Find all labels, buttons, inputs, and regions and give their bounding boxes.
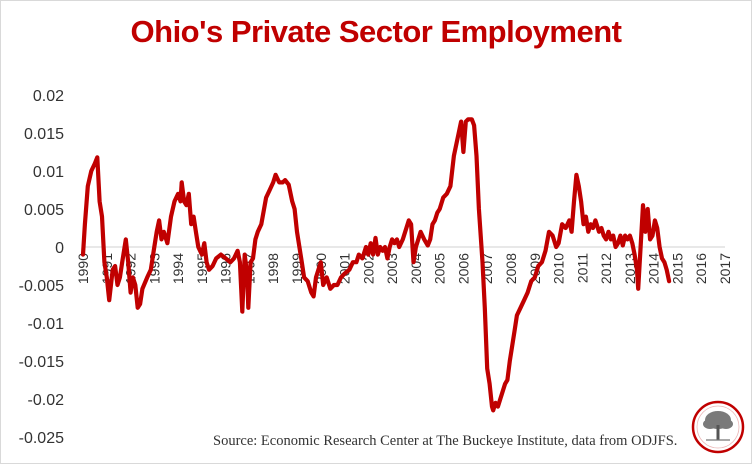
x-tick-label: 2005 xyxy=(432,253,448,284)
x-tick-label: 1990 xyxy=(75,253,91,284)
y-tick-label: -0.02 xyxy=(28,392,65,409)
x-tick-label: 2016 xyxy=(693,253,709,284)
series-line xyxy=(80,117,672,413)
x-tick-label: 2014 xyxy=(646,253,662,284)
x-tick-label: 2009 xyxy=(527,253,543,284)
x-tick-label: 2012 xyxy=(598,253,614,284)
buckeye-tree-seal-icon xyxy=(691,400,745,454)
y-tick-label: 0.02 xyxy=(33,88,64,105)
source-note: Source: Economic Research Center at The … xyxy=(213,433,678,449)
x-tick-label: 2008 xyxy=(503,253,519,284)
chart-title: Ohio's Private Sector Employment xyxy=(130,14,622,49)
y-tick-label: -0.005 xyxy=(19,278,64,295)
y-axis-ticks: 0.02 0.015 0.01 0.005 0 -0.005 -0.01 -0.015 -0.0… xyxy=(19,88,64,447)
y-tick-label: -0.025 xyxy=(19,430,64,447)
x-tick-label: 2011 xyxy=(574,253,590,283)
x-tick-label: 2002 xyxy=(360,253,376,284)
y-tick-label: -0.01 xyxy=(28,316,65,333)
x-tick-label: 2003 xyxy=(384,253,400,284)
x-tick-label: 2010 xyxy=(551,253,567,284)
x-tick-label: 2015 xyxy=(669,253,685,284)
y-tick-label: 0.015 xyxy=(24,126,64,143)
y-tick-label: 0.01 xyxy=(33,164,64,181)
y-tick-label: 0 xyxy=(55,240,64,257)
y-tick-label: -0.015 xyxy=(19,354,64,371)
x-tick-label: 2006 xyxy=(455,253,471,284)
x-tick-label: 2017 xyxy=(717,253,733,284)
y-tick-label: 0.005 xyxy=(24,202,64,219)
x-tick-label: 1994 xyxy=(170,253,186,284)
x-tick-label: 1998 xyxy=(265,253,281,284)
